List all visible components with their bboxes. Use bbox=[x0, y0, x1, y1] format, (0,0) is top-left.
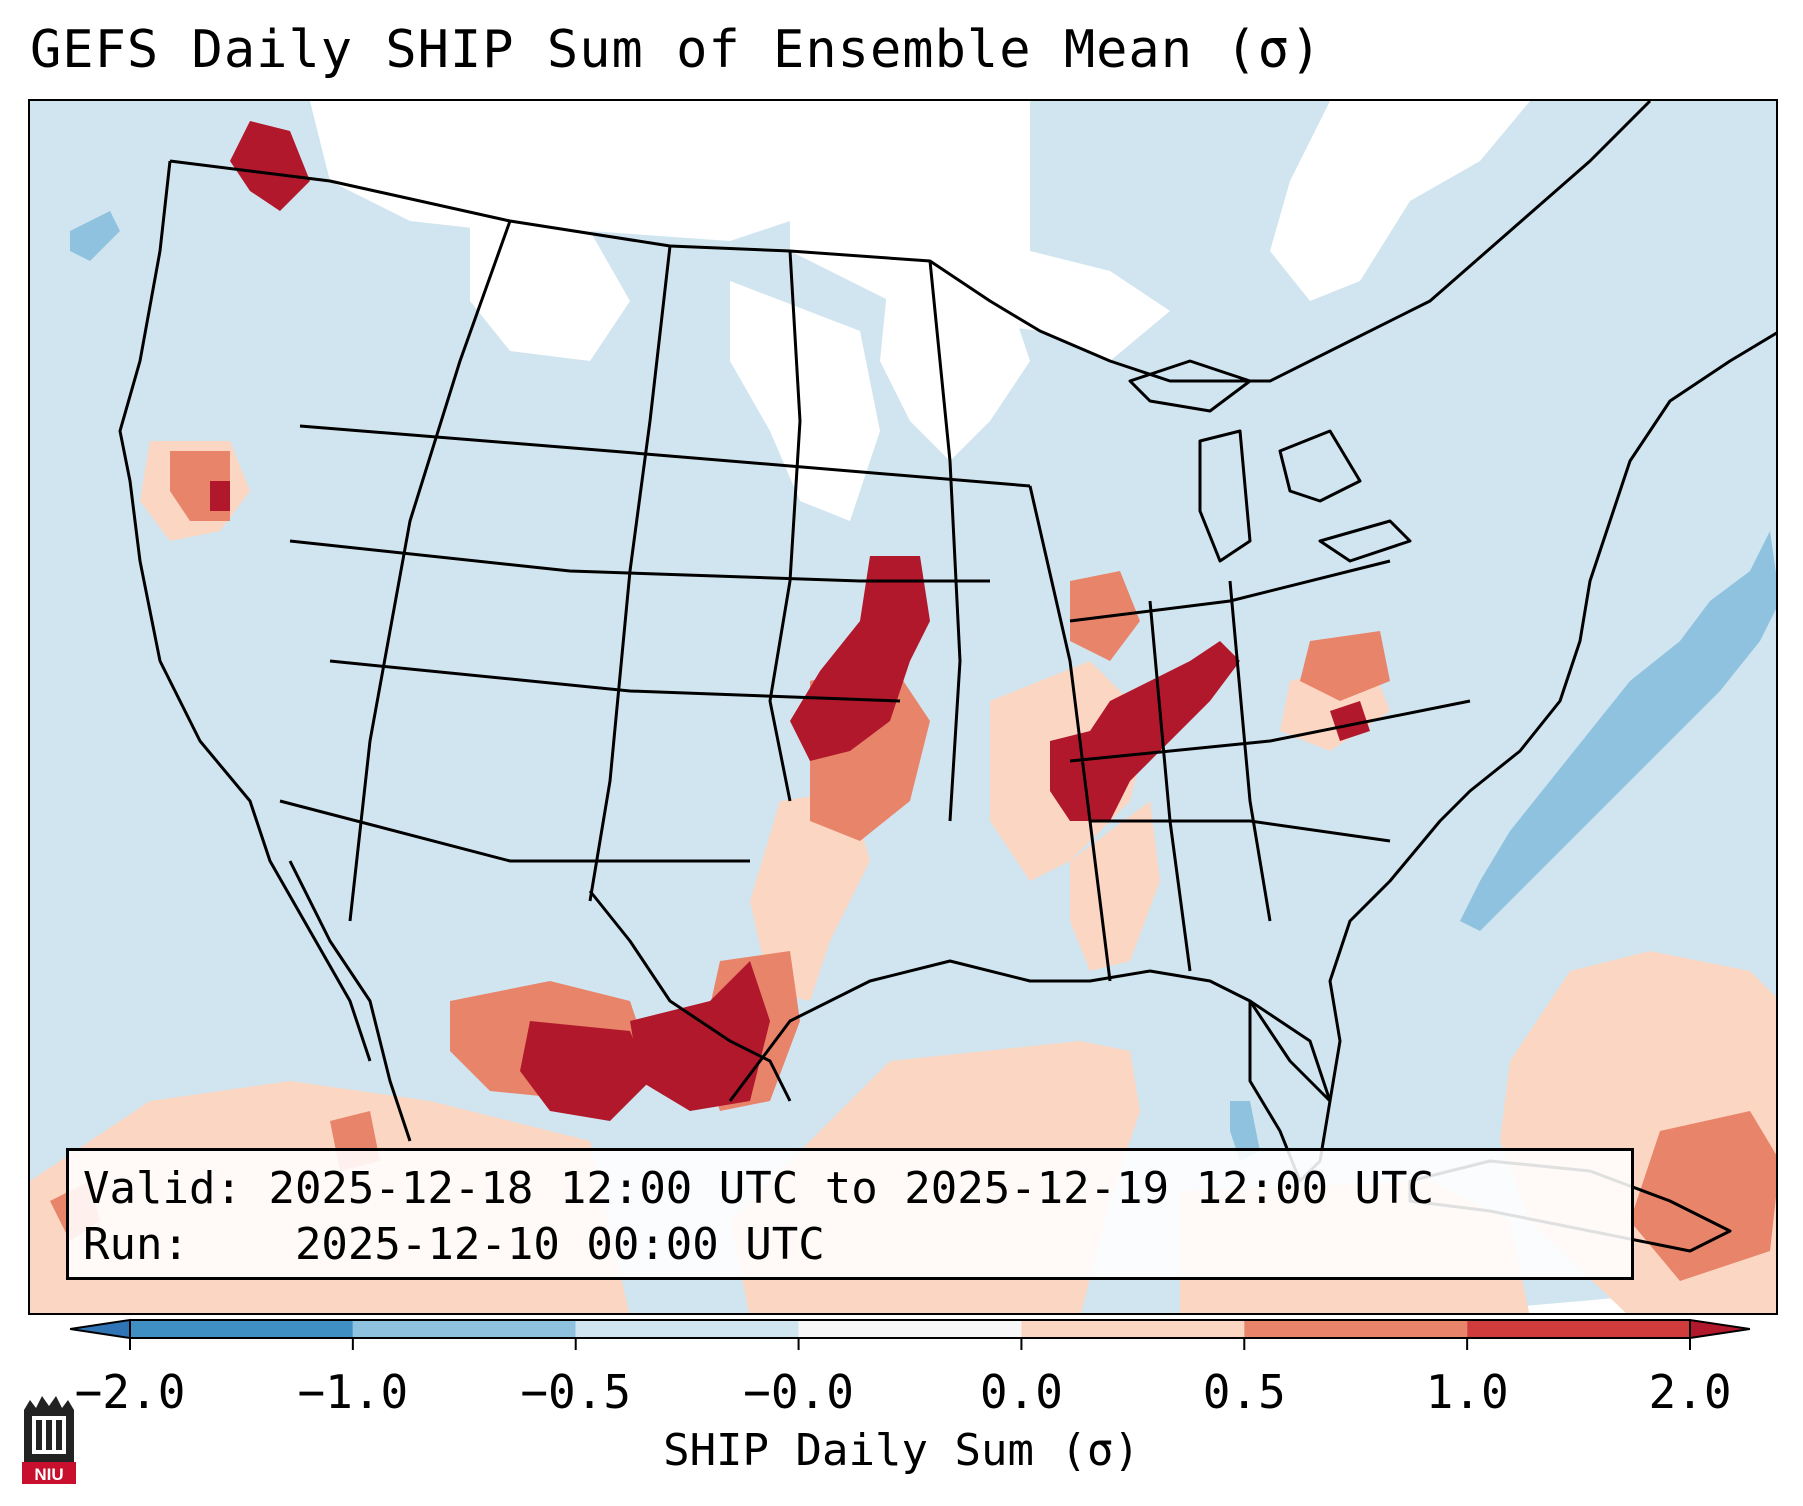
valid-value: 2025-12-18 12:00 UTC to 2025-12-19 12:00… bbox=[268, 1163, 1435, 1214]
colorbar-tick-label: 0.0 bbox=[979, 1365, 1063, 1419]
colorbar-tick-label: 1.0 bbox=[1425, 1365, 1509, 1419]
colorbar-outline bbox=[129, 1319, 1691, 1339]
map-canvas bbox=[30, 101, 1776, 1313]
colorbar-tick-label: 0.5 bbox=[1202, 1365, 1286, 1419]
colorbar-segment bbox=[798, 1320, 1022, 1338]
colorbar-segment bbox=[1244, 1320, 1468, 1338]
colorbar-label: SHIP Daily Sum (σ) bbox=[663, 1425, 1140, 1476]
colorbar-tick-label: 2.0 bbox=[1648, 1365, 1732, 1419]
near-zero-regions bbox=[310, 101, 1530, 521]
colorbar bbox=[70, 1318, 1750, 1350]
colorbar-tick-label: −1.0 bbox=[297, 1365, 409, 1419]
valid-run-info-box: Valid: 2025-12-18 12:00 UTC to 2025-12-1… bbox=[66, 1148, 1634, 1280]
colorbar-tick-label: −0.5 bbox=[520, 1365, 632, 1419]
strong-positive-regions bbox=[210, 121, 1370, 1121]
map-panel bbox=[28, 99, 1778, 1315]
run-label: Run: bbox=[83, 1219, 189, 1270]
colorbar-segment bbox=[575, 1320, 799, 1338]
colorbar-segment bbox=[1467, 1320, 1690, 1338]
colorbar-segment bbox=[1021, 1320, 1245, 1338]
political-boundaries bbox=[118, 101, 1776, 1253]
colorbar-segment bbox=[352, 1320, 576, 1338]
chart-title: GEFS Daily SHIP Sum of Ensemble Mean (σ) bbox=[30, 20, 1323, 80]
colorbar-segment bbox=[130, 1320, 353, 1338]
niu-logo: NIU bbox=[22, 1396, 76, 1484]
valid-label: Valid: bbox=[83, 1163, 242, 1214]
colorbar-tick-label: −0.0 bbox=[743, 1365, 854, 1419]
colorbar-extend-low bbox=[70, 1318, 131, 1340]
colorbar-tick-label: −2.0 bbox=[74, 1365, 186, 1419]
logo-text: NIU bbox=[34, 1465, 63, 1484]
colorbar-extend-high bbox=[1689, 1318, 1750, 1340]
run-value: 2025-12-10 00:00 UTC bbox=[294, 1219, 825, 1270]
